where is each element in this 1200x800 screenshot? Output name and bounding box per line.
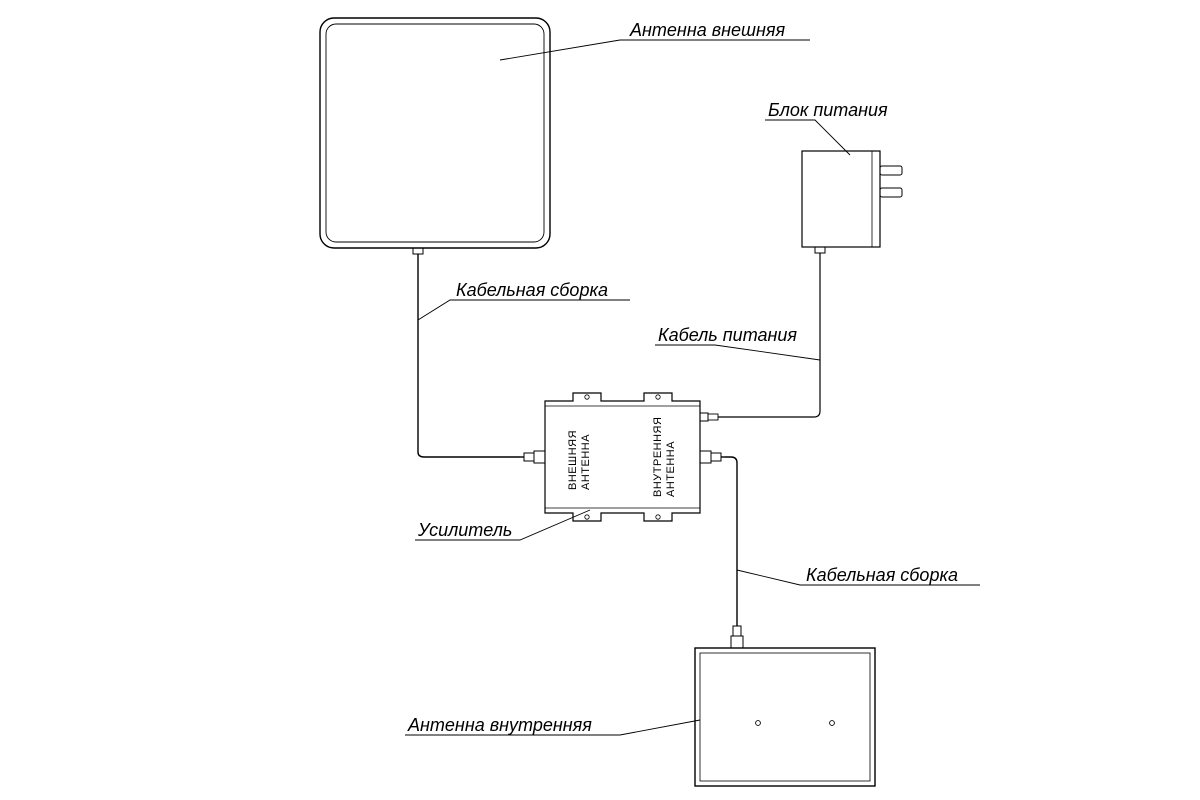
callouts	[405, 40, 980, 735]
internal-antenna	[695, 626, 875, 786]
label-external-antenna: Антенна внешняя	[629, 20, 786, 40]
amp-screw	[656, 515, 660, 519]
external-antenna-connector	[413, 248, 423, 254]
amp-port-right	[700, 451, 725, 463]
label-internal-antenna: Антенна внутренняя	[407, 715, 592, 735]
external-antenna-inner	[326, 24, 544, 242]
amp-port-right-label-2: АНТЕННА	[665, 441, 677, 497]
label-cable-assembly-top: Кабельная сборка	[456, 280, 608, 300]
leader-external-antenna	[500, 40, 810, 60]
amp-port-left	[520, 451, 545, 463]
internal-antenna-screw	[756, 721, 761, 726]
internal-antenna-screw	[830, 721, 835, 726]
amp-screw	[585, 395, 589, 399]
internal-antenna-inner	[700, 653, 870, 781]
amp-power-port	[700, 413, 718, 421]
amp-port-left-label-2: АНТЕННА	[580, 434, 592, 490]
power-supply-cord-exit	[815, 247, 825, 253]
label-cable-assembly-bottom: Кабельная сборка	[806, 565, 958, 585]
label-amplifier: Усилитель	[417, 520, 512, 540]
external-antenna-outer	[320, 18, 550, 248]
amplifier: ВНЕШНЯЯ АНТЕННА ВНУТРЕННЯЯ АНТЕННА	[520, 393, 725, 521]
power-supply-body	[802, 151, 880, 247]
external-antenna	[320, 18, 550, 254]
amp-screw	[656, 395, 660, 399]
plug-prong-1	[880, 166, 902, 175]
internal-antenna-connector	[731, 626, 743, 648]
leader-power-cable	[655, 345, 820, 360]
label-power-supply: Блок питания	[768, 100, 888, 120]
leader-power-supply	[765, 120, 850, 155]
cable-assembly-bottom	[725, 457, 737, 626]
power-supply	[802, 151, 902, 253]
amp-port-right-label-1: ВНУТРЕННЯЯ	[652, 417, 664, 497]
leader-cable-top	[418, 300, 630, 320]
amp-screw	[585, 515, 589, 519]
amp-port-left-label-1: ВНЕШНЯЯ	[567, 430, 579, 490]
internal-antenna-outer	[695, 648, 875, 786]
label-power-cable: Кабель питания	[658, 325, 797, 345]
plug-prong-2	[880, 188, 902, 197]
